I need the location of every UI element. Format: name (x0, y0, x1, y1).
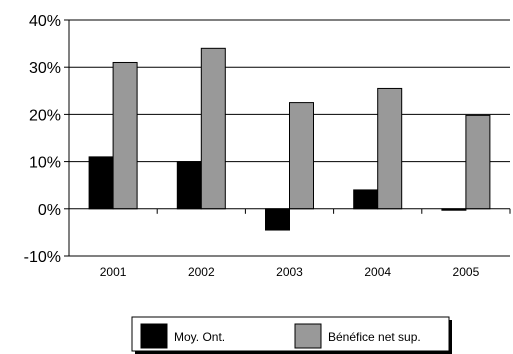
bars (88, 47, 491, 231)
legend-label-moy-ont: Moy. Ont. (174, 330, 225, 344)
y-tick-label: 10% (29, 155, 61, 172)
bar-benefice-net-sup-2002 (200, 47, 226, 210)
y-tick-label: 20% (29, 107, 61, 124)
bar-moy-ont-2004 (353, 189, 379, 210)
x-tick-label: 2004 (364, 265, 391, 279)
legend-label-benefice-net-sup: Bénéfice net sup. (328, 330, 421, 344)
x-tick-label: 2001 (100, 265, 127, 279)
x-tick-label: 2003 (276, 265, 303, 279)
x-tick-label: 2005 (453, 265, 480, 279)
bar-moy-ont-2003 (265, 208, 290, 231)
bar-benefice-net-sup-2001 (112, 61, 138, 210)
bar-benefice-net-sup-2004 (377, 87, 403, 210)
bar-benefice-net-sup-2005 (465, 114, 491, 210)
x-tick-label: 2002 (188, 265, 215, 279)
y-tick-label: 30% (29, 60, 61, 77)
axes (64, 19, 511, 257)
x-tick-labels: 2001 2002 2003 2004 2005 (100, 265, 480, 279)
legend: Moy. Ont. Bénéfice net sup. (131, 316, 452, 354)
legend-swatch-benefice-net-sup (294, 323, 322, 349)
legend-swatch-moy-ont (140, 323, 168, 349)
y-tick-labels: -10% 0% 10% 20% 30% 40% (24, 13, 61, 266)
y-tick-label: 0% (38, 202, 61, 219)
y-tick-label: -10% (24, 249, 61, 266)
legend-box (131, 316, 450, 352)
bar-moy-ont-2002 (176, 161, 202, 210)
y-tick-label: 40% (29, 13, 61, 30)
bar-moy-ont-2001 (88, 156, 114, 210)
bar-benefice-net-sup-2003 (289, 102, 314, 210)
